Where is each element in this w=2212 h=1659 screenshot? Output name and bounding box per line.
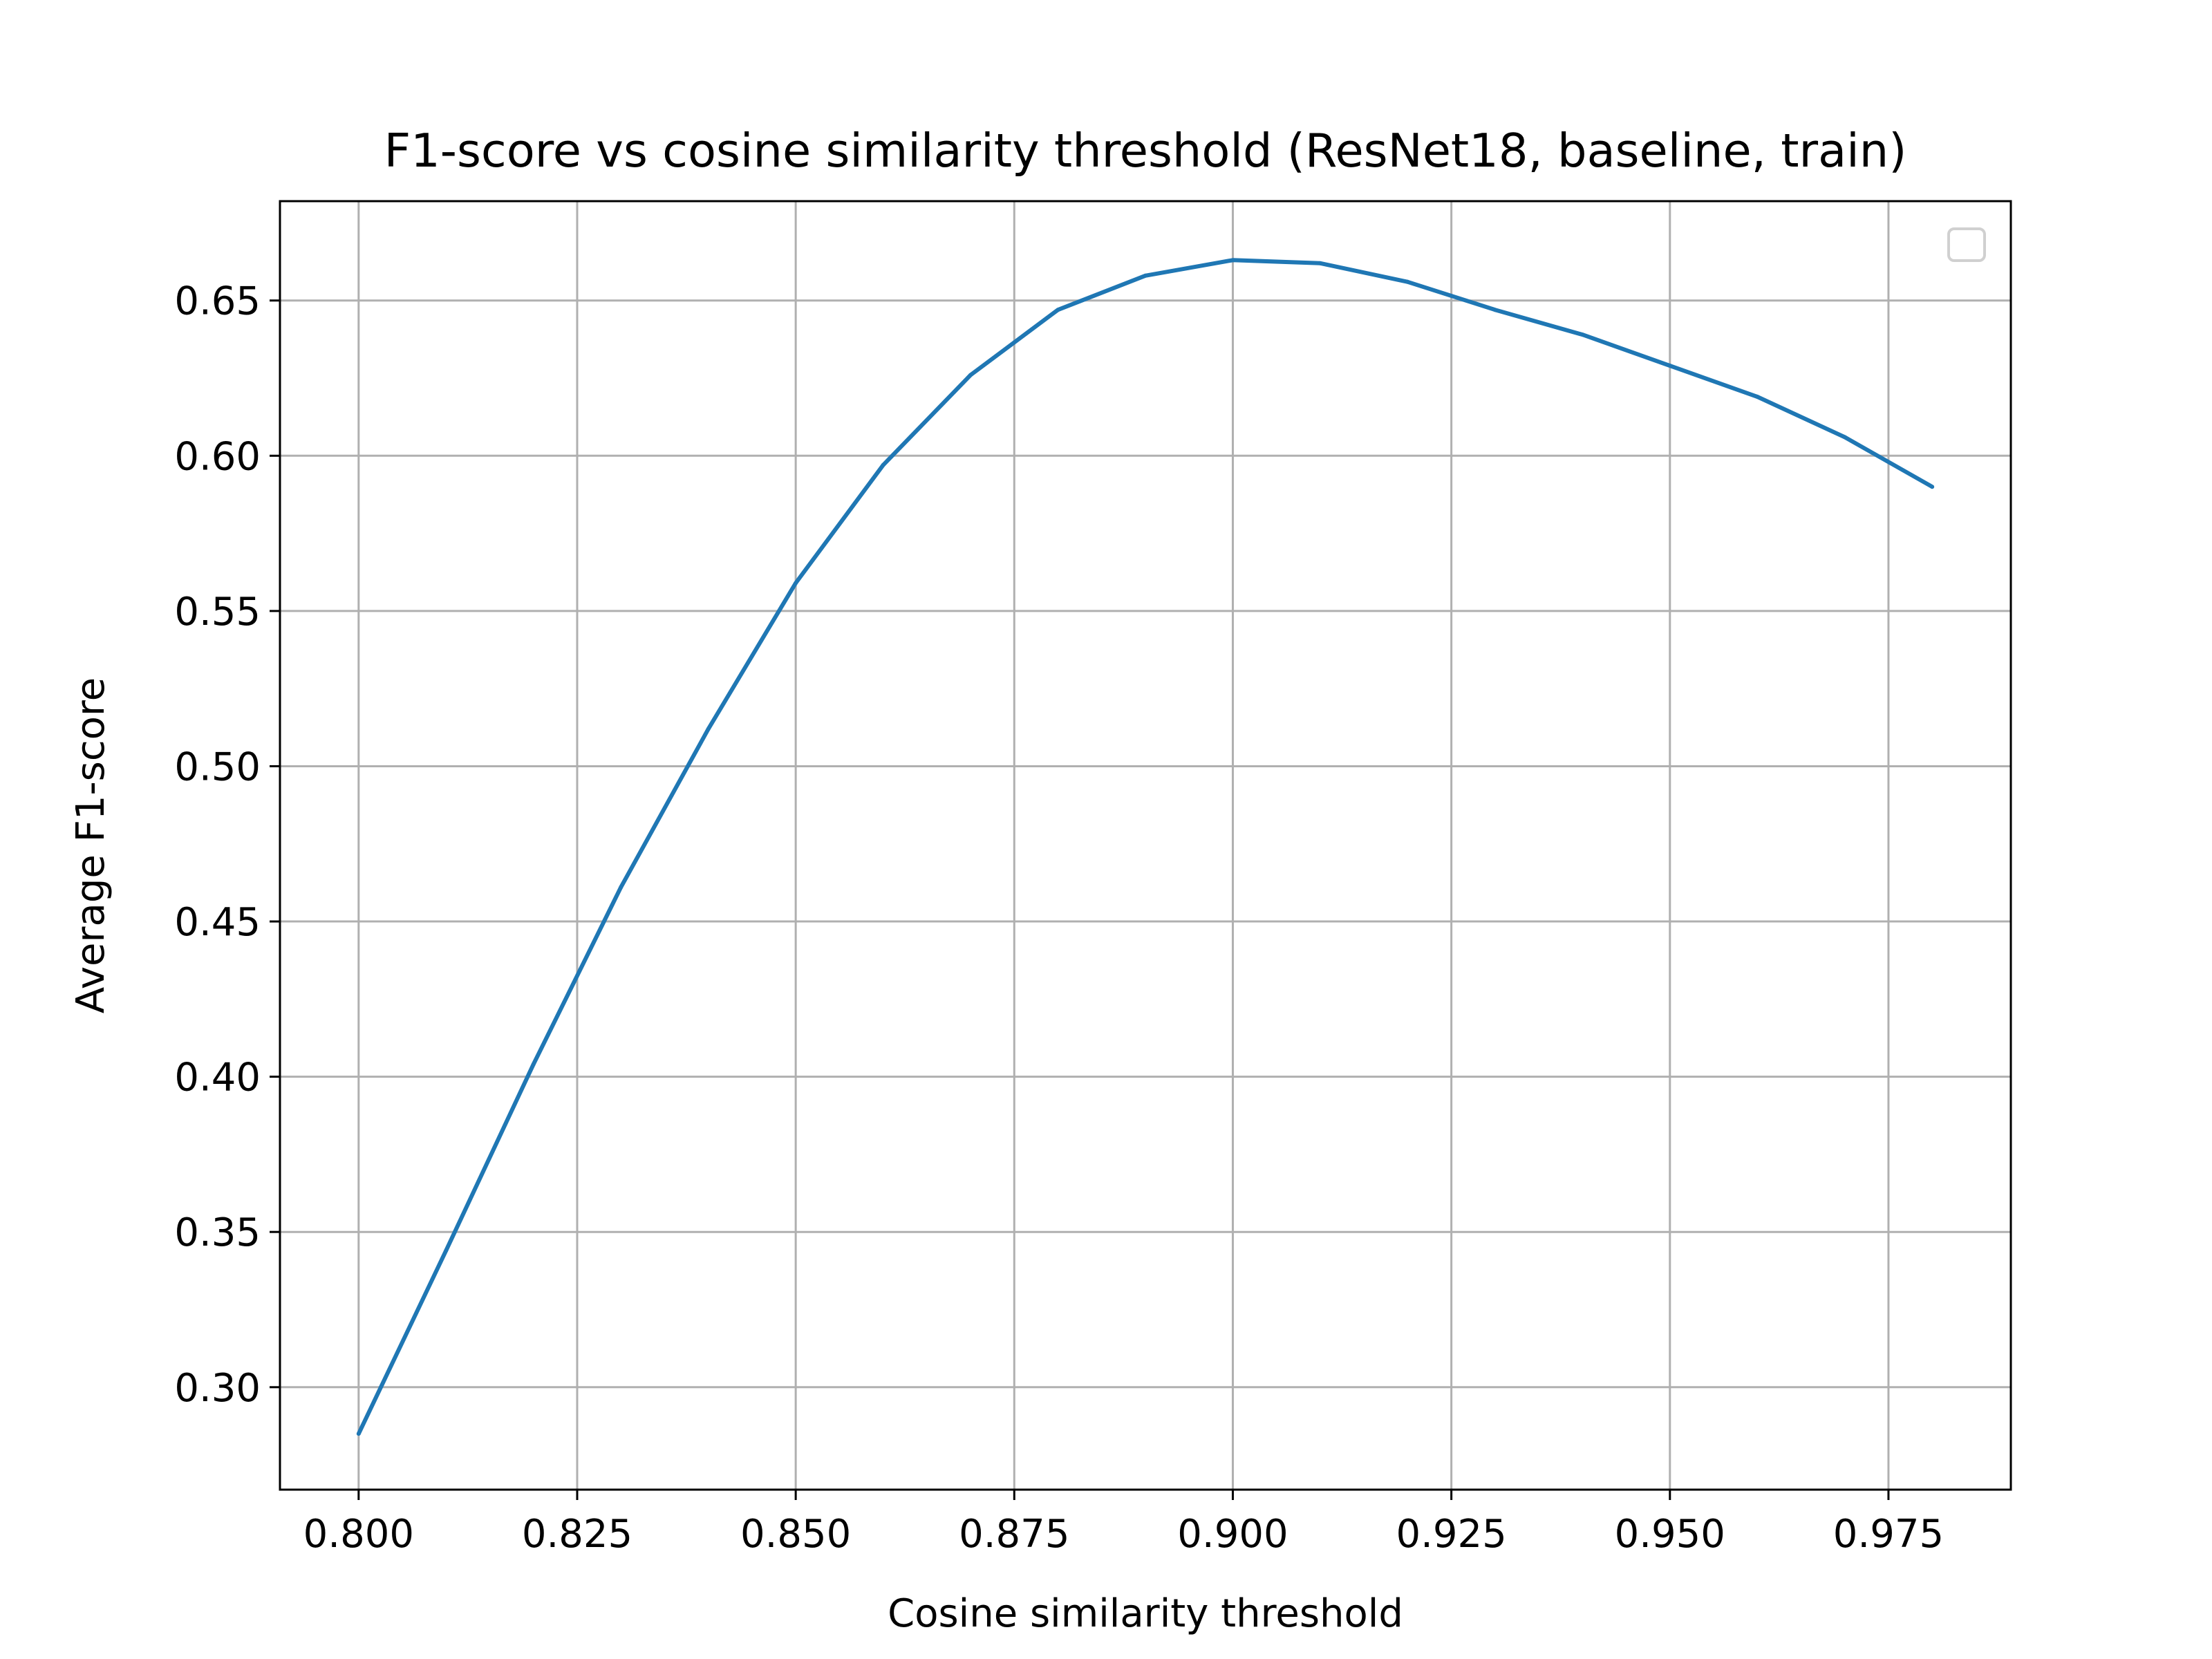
data-point <box>1580 332 1585 337</box>
chart-title: F1-score vs cosine similarity threshold … <box>384 124 1907 178</box>
data-point <box>968 373 973 377</box>
y-tick-label: 0.60 <box>174 434 261 479</box>
data-point <box>1056 308 1060 312</box>
data-point <box>1667 364 1672 368</box>
data-point <box>794 581 798 585</box>
y-axis-title: Average F1-score <box>68 677 113 1013</box>
data-point <box>1930 485 1935 489</box>
x-axis-title: Cosine similarity threshold <box>888 1591 1403 1636</box>
data-point <box>444 1248 449 1253</box>
grid <box>280 201 2011 1490</box>
plot-frame <box>279 200 2012 1491</box>
data-point <box>1842 435 1847 440</box>
data-point <box>531 1062 536 1067</box>
y-tick-label: 0.35 <box>174 1210 261 1255</box>
data-point <box>1143 273 1147 278</box>
y-tick-label: 0.30 <box>174 1366 261 1411</box>
x-tick-label: 0.800 <box>303 1512 414 1557</box>
data-point <box>1405 279 1410 284</box>
data-point <box>356 1432 361 1436</box>
y-tick-label: 0.45 <box>174 900 261 945</box>
ticks: 0.800 0.825 0.850 0.875 0.900 0.925 0.950 0.975… <box>174 279 1944 1557</box>
x-tick-label: 0.925 <box>1396 1512 1506 1557</box>
y-tick-label: 0.40 <box>174 1056 261 1100</box>
x-tick-label: 0.950 <box>1615 1512 1725 1557</box>
data-point <box>1230 258 1235 263</box>
x-tick-label: 0.975 <box>1833 1512 1944 1557</box>
x-tick-label: 0.875 <box>959 1512 1069 1557</box>
data-point <box>1492 308 1497 312</box>
y-tick-label: 0.50 <box>174 744 261 789</box>
x-tick-label: 0.900 <box>1177 1512 1288 1557</box>
data-point <box>881 462 885 467</box>
y-tick-label: 0.55 <box>174 590 261 635</box>
data-point <box>1318 261 1322 265</box>
x-tick-label: 0.850 <box>740 1512 851 1557</box>
series-layer <box>356 258 1935 1436</box>
data-point <box>706 727 711 731</box>
data-point <box>619 885 624 890</box>
y-tick-label: 0.65 <box>174 279 261 324</box>
x-tick-label: 0.825 <box>522 1512 632 1557</box>
legend-box <box>1947 227 1986 262</box>
data-point <box>1755 394 1760 399</box>
